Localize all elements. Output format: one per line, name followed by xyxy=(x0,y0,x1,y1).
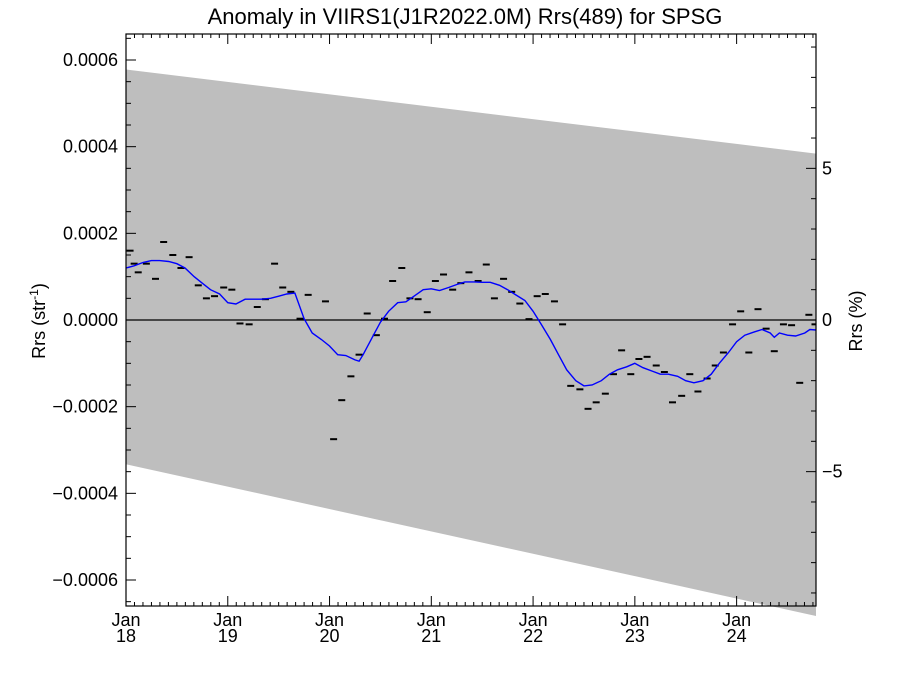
x-tick-label-month: Jan xyxy=(417,610,446,630)
y2-axis-label: Rrs (%) xyxy=(846,291,866,352)
x-tick-label-year: 20 xyxy=(320,626,340,646)
x-tick-label-year: 19 xyxy=(218,626,238,646)
axes: 0.0006 0.0004 0.0002 0.0000 −0.0002 −0.0004 −0… xyxy=(52,33,843,646)
x-tick-label-month: Jan xyxy=(722,610,751,630)
y-tick-label: −0.0004 xyxy=(52,483,118,503)
y2-tick-label: 0 xyxy=(822,310,832,330)
x-tick-label-year: 24 xyxy=(727,626,747,646)
y-axis-label-exponent: -1 xyxy=(27,289,41,300)
x-tick-label-year: 23 xyxy=(625,626,645,646)
x-tick-label-year: 21 xyxy=(421,626,441,646)
y2-tick-label: −5 xyxy=(822,462,843,482)
y2-tick-label: 5 xyxy=(822,158,832,178)
y-axis-label-main: Rrs (str xyxy=(29,300,49,359)
x-tick-label-month: Jan xyxy=(519,610,548,630)
x-tick-label-year: 22 xyxy=(523,626,543,646)
y-tick-label: 0.0000 xyxy=(63,310,118,330)
y-tick-label: 0.0002 xyxy=(63,223,118,243)
plot-area xyxy=(126,69,816,616)
chart-title: Anomaly in VIIRS1(J1R2022.0M) Rrs(489) f… xyxy=(208,4,723,29)
x-tick-label-month: Jan xyxy=(111,610,140,630)
uncertainty-band xyxy=(126,69,816,616)
y-tick-label: −0.0002 xyxy=(52,397,118,417)
x-tick-label-year: 18 xyxy=(116,626,136,646)
x-tick-label-month: Jan xyxy=(315,610,344,630)
y-tick-label: 0.0004 xyxy=(63,137,118,157)
x-tick-label-month: Jan xyxy=(620,610,649,630)
smoothed-anomaly-line xyxy=(126,259,816,387)
y-tick-label: −0.0006 xyxy=(52,570,118,590)
x-tick-label-month: Jan xyxy=(213,610,242,630)
y-axis-label: Rrs (str-1) xyxy=(27,283,49,359)
y-tick-label: 0.0006 xyxy=(63,50,118,70)
y-axis-label-close: ) xyxy=(29,283,49,289)
